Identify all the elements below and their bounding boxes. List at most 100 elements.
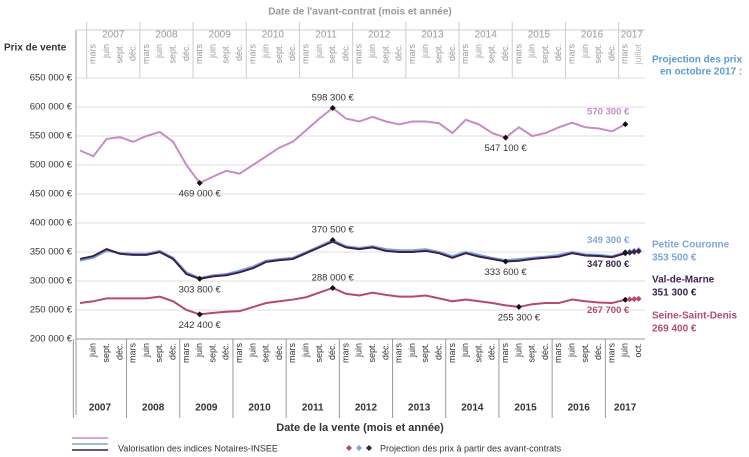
top-month-label: mars [141,44,151,64]
year-label: 2012 [355,403,378,414]
series-name: Val-de-Marne [652,275,715,286]
x-tick-label: juin [88,343,98,358]
data-label: 288 000 € [312,272,355,283]
projection-point [631,296,638,303]
top-month-label: mars [194,44,204,64]
top-month-label: déc. [394,44,404,61]
x-tick-label: oct. [633,343,643,358]
data-point [196,311,203,318]
x-tick-label: juin [300,343,310,358]
top-month-label: juin [261,44,271,59]
year-label: 2008 [142,403,165,414]
top-month-label: sept. [327,44,337,64]
x-tick-label: mars [606,343,616,363]
year-label: 2013 [408,403,431,414]
data-point [196,275,203,282]
year-label: 2016 [568,403,591,414]
data-point [329,104,336,111]
data-point [622,121,629,128]
x-tick-label: juin [194,343,204,358]
top-month-label: déc. [447,44,457,61]
x-tick-label: sept. [420,343,430,363]
y-tick-label: 550 000 € [30,131,73,142]
top-year-label: 2016 [581,30,604,41]
top-month-label: juillet [633,44,643,66]
projection-label: 353 500 € [652,253,697,264]
x-tick-label: mars [181,343,191,363]
data-label: 242 400 € [179,320,222,331]
top-month-label: sept. [433,44,443,64]
top-month-label: mars [407,44,417,64]
top-month-label: déc. [606,44,616,61]
legend-label: Valorisation des indices Notaires-INSEE [118,443,278,453]
x-tick-label: déc. [540,343,550,360]
top-month-label: juin [420,44,430,59]
top-year-label: 2007 [102,30,125,41]
x-tick-label: déc. [380,343,390,360]
x-tick-label: juin [566,343,576,358]
year-label: 2007 [89,403,112,414]
x-tick-label: juin [513,343,523,358]
top-month-label: déc. [181,44,191,61]
x-tick-label: sept. [580,343,590,363]
y-axis-title: Prix de vente [4,43,67,54]
top-month-label: sept. [221,44,231,64]
x-tick-label: déc. [593,343,603,360]
y-tick-label: 500 000 € [30,160,73,171]
x-tick-label: mars [447,343,457,363]
x-tick-label: déc. [114,343,124,360]
y-tick-label: 650 000 € [30,73,73,84]
x-tick-label: mars [553,343,563,363]
x-tick-label: sept. [473,343,483,363]
top-year-label: 2014 [475,30,498,41]
top-year-label: 2015 [528,30,551,41]
top-month-label: sept. [114,44,124,64]
x-tick-label: juin [407,343,417,358]
x-tick-label: sept. [367,343,377,363]
top-month-label: déc. [500,44,510,61]
top-month-label: mars [620,44,630,64]
top-month-label: sept. [274,44,284,64]
projection-label: 269 400 € [652,324,697,335]
top-month-label: sept. [167,44,177,64]
x-tick-label: sept. [527,343,537,363]
legend-swatch [346,445,352,451]
top-month-label: juin [580,44,590,59]
series-line [79,240,626,280]
top-year-label: 2012 [368,30,391,41]
data-label: 469 000 € [179,188,222,199]
x-tick-label: déc. [274,343,284,360]
top-month-label: mars [300,44,310,64]
top-year-label: 2008 [155,30,178,41]
top-axis-title: Date de l'avant-contrat (mois et année) [268,7,452,18]
year-label: 2014 [461,403,484,414]
data-point [502,258,509,265]
x-tick-label: juin [620,343,630,358]
x-tick-label: mars [500,343,510,363]
top-month-label: sept. [540,44,550,64]
x-tick-label: déc. [433,343,443,360]
x-tick-label: déc. [221,343,231,360]
y-tick-label: 450 000 € [30,189,73,200]
data-label: 303 800 € [179,284,222,295]
x-tick-label: sept. [261,343,271,363]
x-tick-label: sept. [207,343,217,363]
x-axis-title: Date de la vente (mois et année) [276,422,444,434]
data-label: 598 300 € [312,93,355,104]
legend: Valorisation des indices Notaires-INSEE … [72,437,562,453]
top-month-label: déc. [340,44,350,61]
x-tick-label: sept. [154,343,164,363]
y-tick-label: 400 000 € [30,218,73,229]
y-tick-label: 250 000 € [30,305,73,316]
year-label: 2009 [195,403,218,414]
top-month-label: juin [473,44,483,59]
top-month-label: juin [207,44,217,59]
year-label: 2017 [614,403,637,414]
data-point [329,284,336,291]
x-tick-label: mars [394,343,404,363]
projection-point [635,248,642,255]
top-month-label: mars [460,44,470,64]
data-point [622,250,629,257]
data-label: 255 300 € [498,312,541,323]
top-month-label: sept. [593,44,603,64]
